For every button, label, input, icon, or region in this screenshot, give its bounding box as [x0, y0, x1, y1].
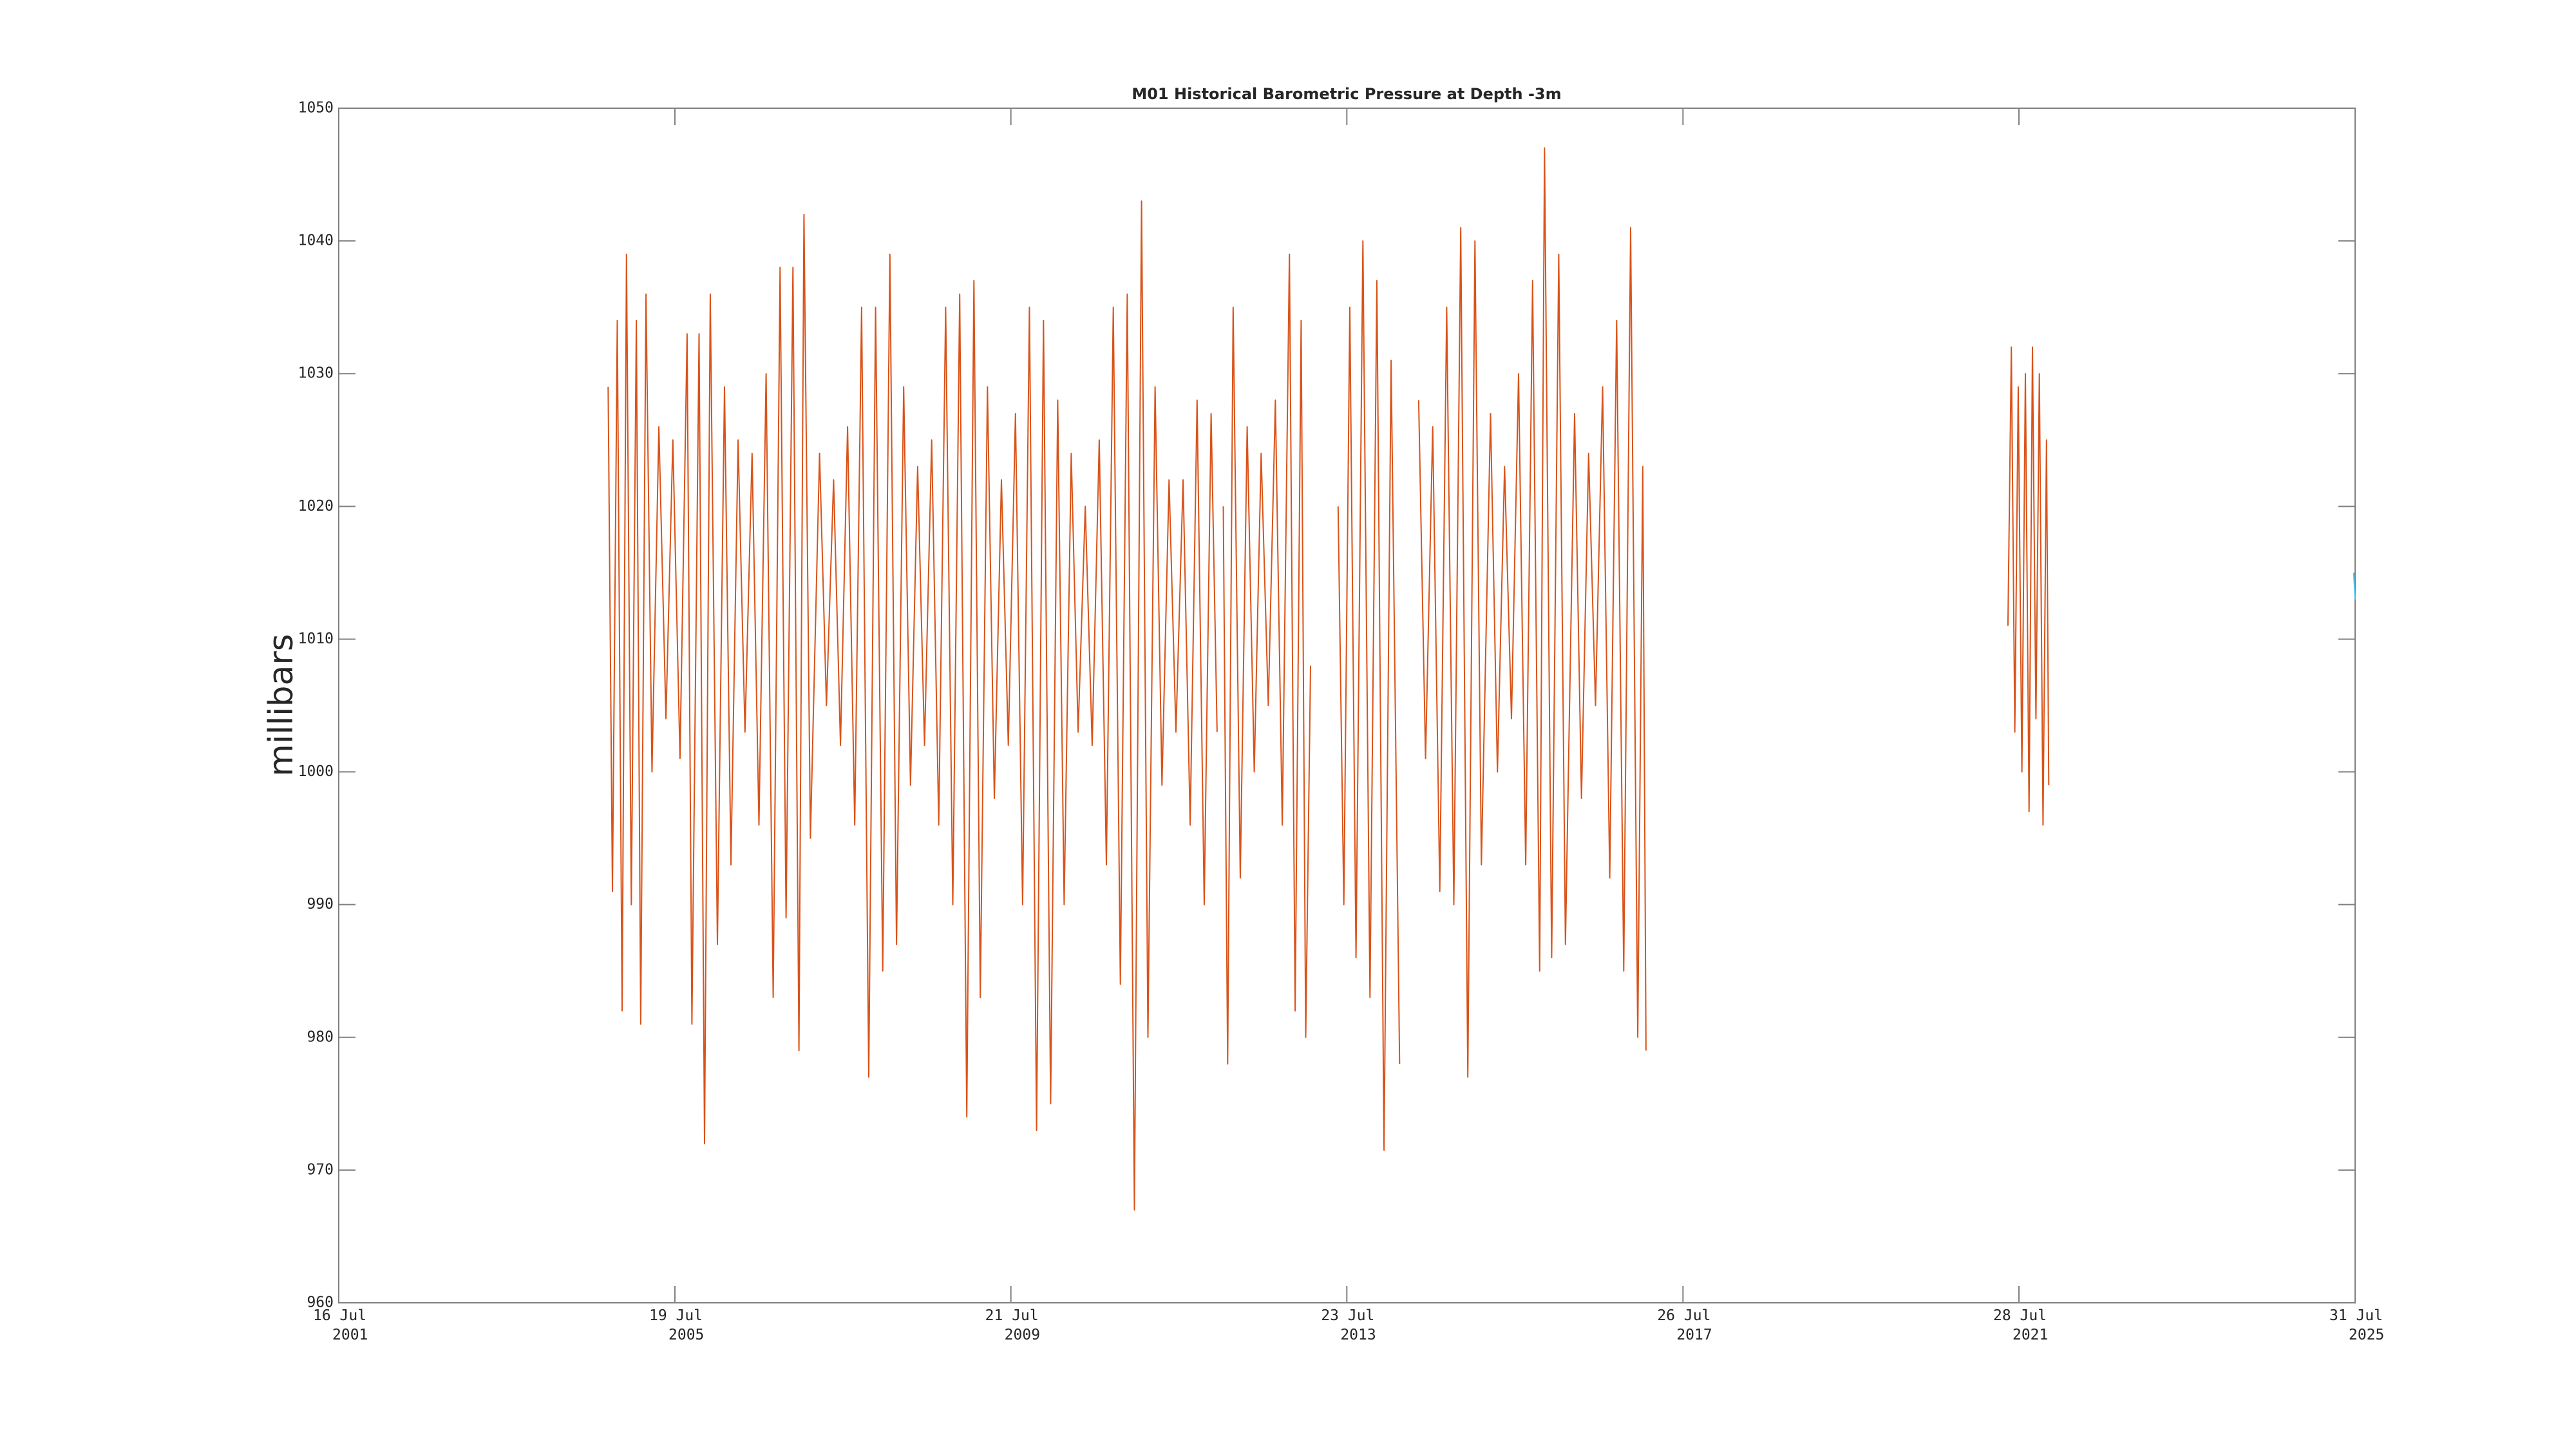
y-tick-label: 1000 [298, 763, 334, 780]
y-tick-label: 970 [307, 1161, 334, 1178]
data-line [2353, 573, 2356, 600]
y-tick-label: 1010 [298, 630, 334, 647]
data-line [1417, 147, 1647, 1078]
x-tick-label: 28 Jul 2021 [1993, 1307, 2048, 1343]
chart-title: M01 Historical Barometric Pressure at De… [1132, 85, 1561, 103]
data-line [1222, 253, 1311, 1065]
x-tick-label: 21 Jul 2009 [985, 1307, 1040, 1343]
y-tick-label: 1050 [298, 100, 334, 117]
x-tick-label: 26 Jul 2017 [1657, 1307, 1712, 1343]
y-tick-label: 1030 [298, 365, 334, 382]
data-line [2007, 346, 2050, 826]
y-tick-label: 960 [307, 1294, 334, 1311]
y-tick-label: 1020 [298, 498, 334, 515]
x-tick-label: 31 Jul 2025 [2329, 1307, 2384, 1343]
y-tick-label: 980 [307, 1028, 334, 1045]
x-tick-label: 16 Jul 2001 [313, 1307, 368, 1343]
y-tick-label: 990 [307, 896, 334, 913]
x-tick-label: 23 Jul 2013 [1321, 1307, 1376, 1343]
data-line [1337, 240, 1401, 1151]
data-line [607, 200, 1218, 1211]
x-tick-label: 19 Jul 2005 [649, 1307, 704, 1343]
y-axis-label: millibars [262, 634, 301, 777]
y-tick-label: 1040 [298, 232, 334, 249]
